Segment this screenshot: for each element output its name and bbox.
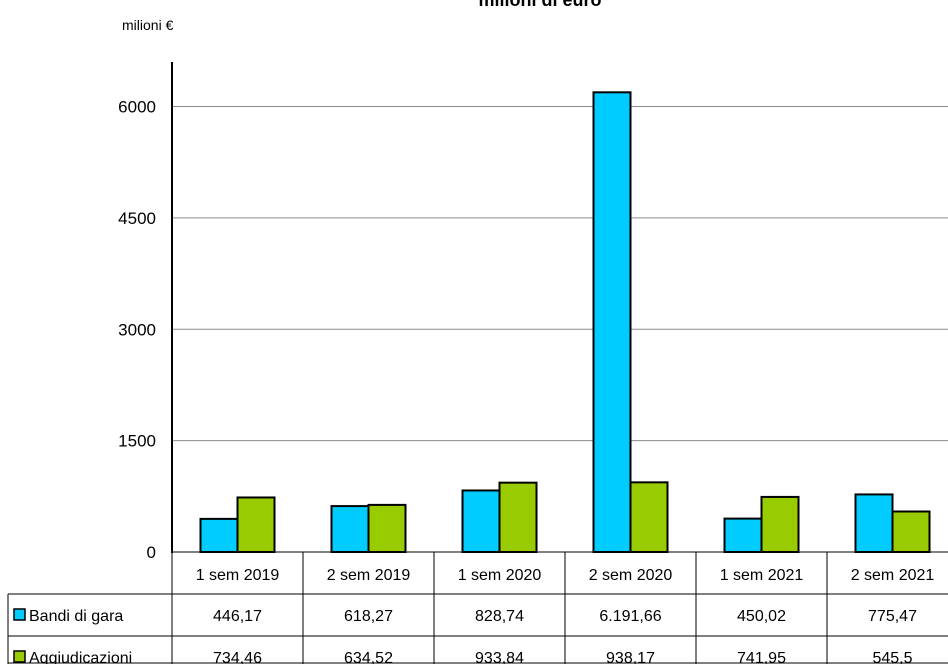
data-value: 828,74: [475, 608, 524, 625]
category-label: 2 sem 2019: [327, 567, 411, 584]
data-value: 446,17: [213, 608, 262, 625]
bar-bandi: [461, 489, 501, 553]
y-tick-labels: 0 1500 3000 4500 6000: [118, 98, 156, 562]
data-value: 545,5: [872, 650, 912, 664]
data-table: 1 sem 2019 2 sem 2019 1 sem 2020 2 sem 2020…: [7, 551, 948, 664]
bar-aggiudicazioni: [498, 481, 538, 554]
bar-aggiudicazioni: [236, 496, 276, 554]
y-tick-label: 1500: [118, 432, 156, 451]
data-value: 734,46: [213, 650, 262, 664]
data-value: 938,17: [606, 650, 655, 664]
y-tick-label: 3000: [118, 320, 156, 339]
legend-label: Bandi di gara: [29, 608, 123, 625]
legend-key-bandi: [13, 608, 26, 621]
data-value: 775,47: [868, 608, 917, 625]
y-tick-label: 0: [147, 543, 156, 562]
bar-bandi: [330, 505, 370, 554]
bar-bandi: [723, 517, 763, 553]
bar-bandi: [199, 517, 239, 553]
bar-bandi: [592, 91, 632, 553]
data-value: 450,02: [737, 608, 786, 625]
gridlines: [172, 106, 948, 442]
bar-aggiudicazioni: [367, 503, 407, 553]
category-label: 1 sem 2021: [720, 567, 804, 584]
data-value: 933,84: [475, 650, 524, 664]
bar-aggiudicazioni: [891, 510, 931, 554]
data-value: 618,27: [344, 608, 393, 625]
category-label: 2 sem 2021: [851, 567, 935, 584]
y-tick-label: 4500: [118, 209, 156, 228]
y-tick-label: 6000: [118, 98, 156, 117]
data-value: 741,95: [737, 650, 786, 664]
category-label: 1 sem 2020: [458, 567, 542, 584]
bar-aggiudicazioni: [760, 495, 800, 553]
chart-title: milioni di euro: [478, 0, 602, 10]
data-value: 634,52: [344, 650, 393, 664]
category-label: 2 sem 2020: [589, 567, 673, 584]
data-value: 6.191,66: [599, 608, 661, 625]
bar-bandi: [854, 493, 894, 553]
bar-aggiudicazioni: [629, 481, 669, 554]
legend-key-aggiudicazioni: [13, 650, 26, 663]
legend-label: Aggiudicazioni: [29, 650, 132, 664]
y-axis-unit-label: milioni €: [122, 17, 174, 33]
category-label: 1 sem 2019: [196, 567, 280, 584]
bars: [199, 91, 931, 554]
